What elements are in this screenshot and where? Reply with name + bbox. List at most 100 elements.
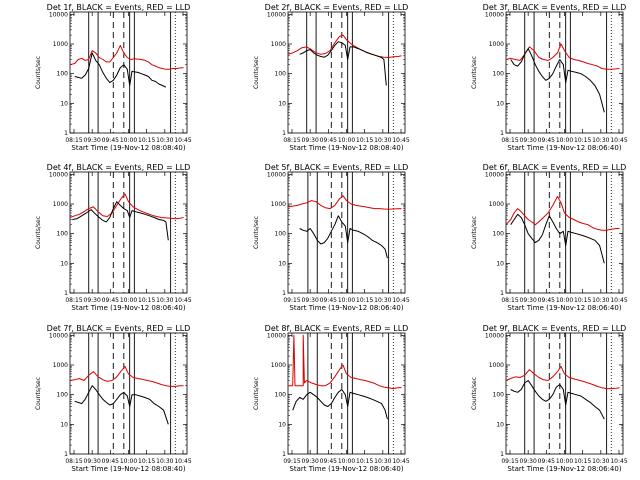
series-line-lld bbox=[69, 193, 184, 220]
x-tick-label: 10:00 bbox=[338, 458, 355, 465]
x-axis-label: Start Time (19-Nov-12 08:06:40) bbox=[71, 304, 185, 312]
panel-det-2: Det 2f, BLACK = Events, RED = LLD 1 10 100 1… bbox=[253, 3, 410, 152]
x-tick-label: 08:15 bbox=[65, 297, 82, 304]
panel-title: Det 1f, BLACK = Events, RED = LLD bbox=[47, 3, 191, 12]
y-tick-label: 100 bbox=[275, 71, 287, 78]
y-tick-label: 1 bbox=[282, 290, 286, 297]
series-line-lld bbox=[505, 365, 620, 390]
y-axis-label: Counts/sec bbox=[35, 377, 42, 410]
series-line-lld bbox=[288, 334, 402, 390]
panel-det-4: Det 4f, BLACK = Events, RED = LLD 1 10 100 1… bbox=[35, 163, 192, 312]
panel-title: Det 4f, BLACK = Events, RED = LLD bbox=[47, 163, 191, 172]
x-tick-label: 10:30 bbox=[156, 297, 173, 304]
x-tick-label: 09:15 bbox=[283, 458, 300, 465]
x-tick-label: 10:15 bbox=[138, 297, 155, 304]
y-axis-label: Counts/sec bbox=[35, 216, 42, 249]
y-tick-label: 1000 bbox=[53, 362, 68, 369]
x-tick-label: 10:00 bbox=[120, 137, 137, 144]
x-tick-label: 10:00 bbox=[556, 137, 573, 144]
x-tick-label: 08:15 bbox=[501, 297, 518, 304]
panel-title: Det 6f, BLACK = Events, RED = LLD bbox=[483, 163, 627, 172]
x-axis-label: Start Time (19-Nov-12 08:08:40) bbox=[71, 144, 185, 152]
y-tick-label: 1 bbox=[282, 451, 286, 458]
y-tick-label: 10000 bbox=[49, 171, 68, 178]
y-tick-label: 1 bbox=[64, 130, 68, 137]
x-tick-label: 10:00 bbox=[338, 297, 355, 304]
x-tick-label: 09:30 bbox=[302, 297, 319, 304]
series-line-events bbox=[292, 389, 388, 420]
x-tick-label: 09:45 bbox=[538, 458, 555, 465]
x-tick-label: 10:30 bbox=[156, 137, 173, 144]
series-line-lld bbox=[69, 365, 184, 387]
x-tick-label: 10:30 bbox=[374, 137, 391, 144]
x-tick-label: 10:30 bbox=[374, 297, 391, 304]
x-tick-label: 09:45 bbox=[320, 297, 337, 304]
x-tick-label: 10:00 bbox=[120, 297, 137, 304]
x-tick-label: 10:15 bbox=[356, 297, 373, 304]
x-axis-label: Start Time (19-Nov-12 08:08:40) bbox=[71, 465, 185, 473]
x-tick-label: 10:45 bbox=[610, 137, 627, 144]
x-tick-label: 08:15 bbox=[283, 137, 300, 144]
panel-det-7: Det 7f, BLACK = Events, RED = LLD 1 10 100 1… bbox=[35, 324, 192, 473]
y-axis-label: Counts/sec bbox=[471, 216, 478, 249]
y-tick-label: 1000 bbox=[489, 41, 504, 48]
y-tick-label: 10000 bbox=[267, 332, 286, 339]
panel-det-1: Det 1f, BLACK = Events, RED = LLD 1 10 100 1… bbox=[35, 3, 192, 152]
panel-det-8: Det 8f, BLACK = Events, RED = LLD 1 10 100 1… bbox=[253, 324, 410, 473]
series-line-events bbox=[299, 215, 388, 259]
x-tick-label: 10:15 bbox=[574, 297, 591, 304]
x-axis-label: Start Time (19-Nov-12 08:08:40) bbox=[289, 144, 403, 152]
x-tick-label: 10:45 bbox=[174, 458, 191, 465]
series-line-lld bbox=[505, 195, 620, 231]
y-tick-label: 100 bbox=[57, 392, 69, 399]
series-line-lld bbox=[69, 44, 184, 70]
y-tick-label: 10000 bbox=[267, 171, 286, 178]
x-tick-label: 10:15 bbox=[356, 458, 373, 465]
y-tick-label: 1 bbox=[500, 130, 504, 137]
panel-det-9: Det 9f, BLACK = Events, RED = LLD 1 10 100 1… bbox=[471, 324, 628, 473]
y-axis-label: Counts/sec bbox=[471, 56, 478, 89]
x-tick-label: 09:30 bbox=[520, 297, 537, 304]
series-line-lld bbox=[287, 195, 402, 210]
x-tick-label: 09:45 bbox=[538, 137, 555, 144]
panel-det-5: Det 5f, BLACK = Events, RED = LLD 1 10 100 1… bbox=[253, 163, 410, 312]
y-tick-label: 1 bbox=[64, 451, 68, 458]
y-tick-label: 1000 bbox=[489, 201, 504, 208]
x-tick-label: 09:30 bbox=[520, 137, 537, 144]
y-tick-label: 1 bbox=[500, 290, 504, 297]
x-tick-label: 10:30 bbox=[592, 297, 609, 304]
x-tick-label: 10:45 bbox=[392, 137, 409, 144]
y-tick-label: 100 bbox=[275, 231, 287, 238]
y-tick-label: 100 bbox=[57, 71, 69, 78]
y-tick-label: 10 bbox=[60, 260, 68, 267]
y-axis-label: Counts/sec bbox=[35, 56, 42, 89]
y-tick-label: 10 bbox=[60, 100, 68, 107]
y-tick-label: 100 bbox=[493, 392, 505, 399]
series-line-events bbox=[74, 52, 167, 88]
panel-det-3: Det 3f, BLACK = Events, RED = LLD 1 10 100 1… bbox=[471, 3, 628, 152]
y-tick-label: 1 bbox=[500, 451, 504, 458]
x-tick-label: 10:45 bbox=[610, 458, 627, 465]
y-tick-label: 1000 bbox=[489, 362, 504, 369]
y-tick-label: 1000 bbox=[53, 201, 68, 208]
x-axis-label: Start Time (19-Nov-12 08:06:40) bbox=[507, 304, 621, 312]
x-tick-label: 09:45 bbox=[102, 137, 119, 144]
y-axis-label: Counts/sec bbox=[253, 216, 260, 249]
x-tick-label: 10:15 bbox=[138, 137, 155, 144]
x-tick-label: 09:30 bbox=[302, 137, 319, 144]
x-tick-label: 09:45 bbox=[102, 297, 119, 304]
x-tick-label: 10:15 bbox=[574, 137, 591, 144]
x-tick-label: 09:15 bbox=[283, 297, 300, 304]
y-tick-label: 10 bbox=[278, 260, 286, 267]
x-tick-label: 08:15 bbox=[65, 137, 82, 144]
x-tick-label: 10:00 bbox=[338, 137, 355, 144]
x-tick-label: 09:30 bbox=[520, 458, 537, 465]
x-tick-label: 10:30 bbox=[592, 458, 609, 465]
x-tick-label: 10:00 bbox=[556, 458, 573, 465]
y-tick-label: 10000 bbox=[485, 171, 504, 178]
series-line-events bbox=[74, 385, 169, 425]
y-tick-label: 10 bbox=[496, 260, 504, 267]
x-tick-label: 10:15 bbox=[138, 458, 155, 465]
y-axis-label: Counts/sec bbox=[253, 56, 260, 89]
